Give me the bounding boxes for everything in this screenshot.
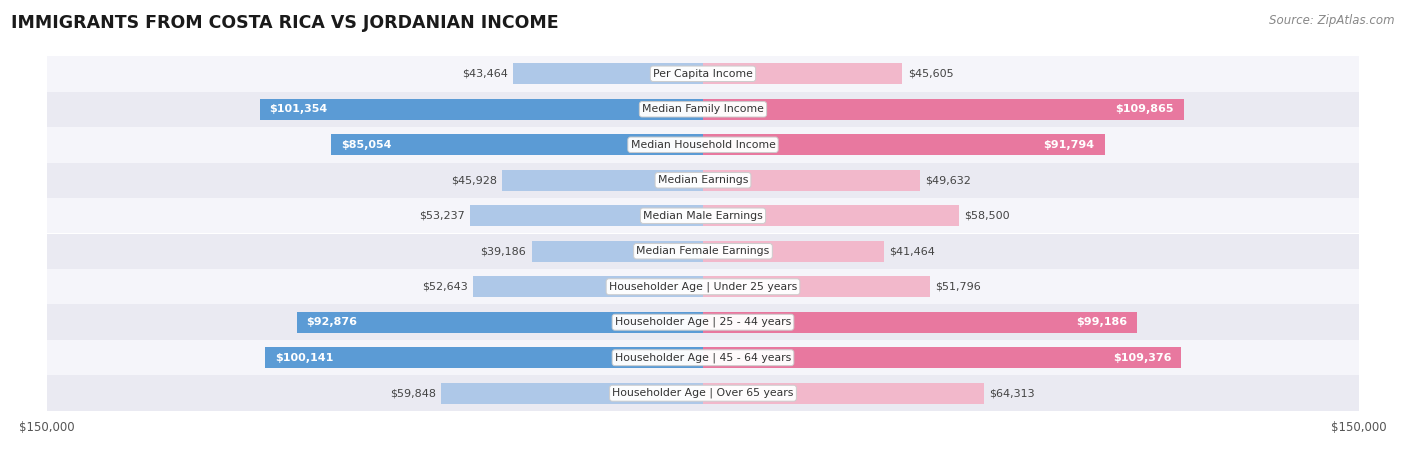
Text: $45,928: $45,928 [451,175,496,185]
Bar [46,127,1360,163]
Bar [46,375,1360,411]
Bar [703,63,903,85]
Bar [502,170,703,191]
Text: $109,376: $109,376 [1114,353,1171,363]
Bar [703,99,1184,120]
Text: Householder Age | Over 65 years: Householder Age | Over 65 years [612,388,794,398]
Text: $91,794: $91,794 [1043,140,1095,150]
Bar [46,304,1360,340]
Text: Median Household Income: Median Household Income [630,140,776,150]
Text: $39,186: $39,186 [481,246,526,256]
Bar [470,205,703,226]
Text: $101,354: $101,354 [270,104,328,114]
Bar [297,311,703,333]
Text: $49,632: $49,632 [925,175,972,185]
Bar [264,347,703,368]
Text: $100,141: $100,141 [274,353,333,363]
Text: $53,237: $53,237 [419,211,465,221]
Bar [330,134,703,156]
Bar [513,63,703,85]
Bar [46,234,1360,269]
Text: Median Male Earnings: Median Male Earnings [643,211,763,221]
Text: $58,500: $58,500 [965,211,1010,221]
Bar [703,311,1137,333]
Bar [703,241,884,262]
Text: $41,464: $41,464 [890,246,935,256]
Text: Per Capita Income: Per Capita Income [652,69,754,79]
Text: Householder Age | 25 - 44 years: Householder Age | 25 - 44 years [614,317,792,327]
Text: $92,876: $92,876 [307,317,357,327]
Text: $64,313: $64,313 [990,388,1035,398]
Bar [46,340,1360,375]
Bar [46,198,1360,234]
Bar [703,347,1181,368]
Text: Householder Age | Under 25 years: Householder Age | Under 25 years [609,282,797,292]
Bar [703,134,1105,156]
Bar [703,276,929,297]
Text: $51,796: $51,796 [935,282,980,292]
Text: Median Earnings: Median Earnings [658,175,748,185]
Bar [46,269,1360,304]
Text: IMMIGRANTS FROM COSTA RICA VS JORDANIAN INCOME: IMMIGRANTS FROM COSTA RICA VS JORDANIAN … [11,14,558,32]
Bar [46,56,1360,92]
Text: $85,054: $85,054 [340,140,391,150]
Text: $45,605: $45,605 [908,69,953,79]
Text: $99,186: $99,186 [1076,317,1128,327]
Text: Median Family Income: Median Family Income [643,104,763,114]
Text: $109,865: $109,865 [1115,104,1174,114]
Text: $52,643: $52,643 [422,282,467,292]
Text: $59,848: $59,848 [389,388,436,398]
Bar [46,92,1360,127]
Text: Median Female Earnings: Median Female Earnings [637,246,769,256]
Text: Source: ZipAtlas.com: Source: ZipAtlas.com [1270,14,1395,27]
Bar [472,276,703,297]
Bar [531,241,703,262]
Bar [703,205,959,226]
Text: Householder Age | 45 - 64 years: Householder Age | 45 - 64 years [614,353,792,363]
Bar [46,163,1360,198]
Bar [703,382,984,404]
Bar [441,382,703,404]
Text: $43,464: $43,464 [461,69,508,79]
Bar [703,170,920,191]
Bar [260,99,703,120]
